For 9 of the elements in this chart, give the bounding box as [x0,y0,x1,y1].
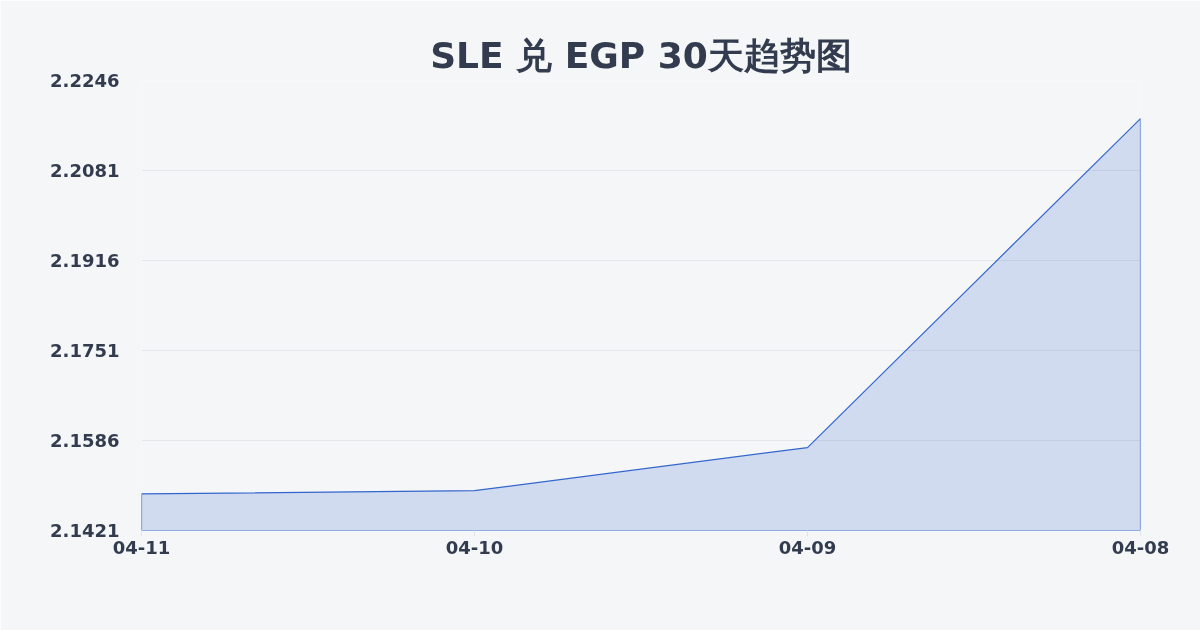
y-tick-label: 2.2081 [50,160,120,181]
x-tick-label: 04-09 [778,536,837,558]
y-tick-label: 2.1751 [50,340,120,361]
y-tick-label: 2.2246 [50,70,120,91]
y-tick-label: 2.1586 [50,430,120,451]
x-tick-label: 04-08 [1111,536,1170,558]
chart-title: SLE 兑 EGP 30天趋势图 [430,34,852,76]
y-tick-label: 2.1916 [50,250,120,271]
x-tick-label: 04-10 [445,536,504,558]
